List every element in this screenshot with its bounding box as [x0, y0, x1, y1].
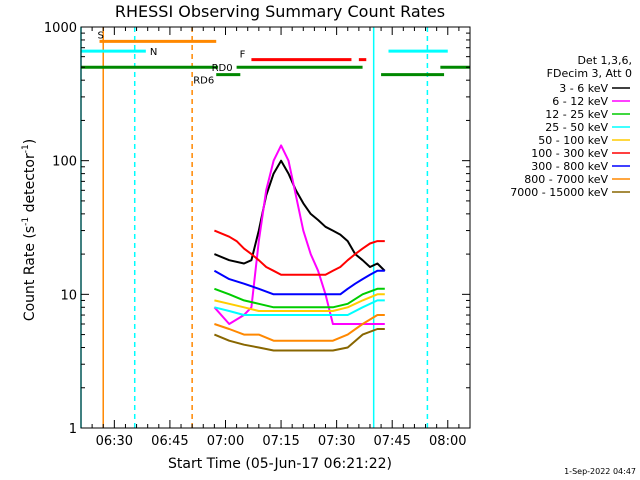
legend-label-1: 6 - 12 keV — [552, 95, 608, 108]
legend-label-3: 25 - 50 keV — [545, 121, 608, 134]
y-tick-label-0: 1 — [69, 422, 77, 437]
series-line-7 — [214, 314, 385, 342]
legend-label-8: 7000 - 15000 keV — [510, 186, 608, 199]
series-layer — [213, 144, 386, 352]
series-line-0 — [214, 159, 386, 272]
state-label-s: S — [98, 30, 104, 41]
legend-header-1: FDecim 3, Att 0 — [547, 67, 632, 80]
y-axis-label-end: ) — [22, 139, 38, 144]
y-axis-label: Count Rate (s-1 detector-1) — [21, 139, 38, 321]
y-tick-label-3: 1000 — [44, 21, 77, 36]
legend-label-7: 800 - 7000 keV — [524, 173, 608, 186]
chart-title: RHESSI Observing Summary Count Rates — [115, 2, 445, 21]
series-line-5 — [214, 229, 385, 276]
x-tick-label-6: 08:00 — [429, 434, 466, 449]
y-tick-label-1: 10 — [60, 288, 77, 303]
series-line-3 — [214, 299, 385, 316]
y-axis-label-sup1: -1 — [21, 217, 31, 226]
series-line-1 — [213, 144, 385, 325]
x-axis-label: Start Time (05-Jun-17 06:21:22) — [168, 456, 392, 472]
series-line-8 — [214, 328, 385, 352]
y-axis-label-mid: detector — [22, 153, 38, 217]
instrument-state-annotations: S N F RD0 RD6 — [80, 27, 470, 428]
legend-label-0: 3 - 6 keV — [559, 82, 608, 95]
footer-timestamp: 1-Sep-2022 04:47 — [564, 467, 636, 476]
plot-frame — [80, 26, 471, 429]
axes-layer: 1 10 100 1000 06:30 06:45 07:00 07:15 07:30 07:45… — [44, 21, 471, 449]
y-tick-label-2: 100 — [52, 155, 77, 170]
x-tick-label-5: 07:45 — [373, 434, 410, 449]
legend-header-0: Det 1,3,6, — [577, 54, 632, 67]
legend-label-2: 12 - 25 keV — [545, 108, 608, 121]
state-label-rd6: RD6 — [193, 76, 214, 87]
legend-label-4: 50 - 100 keV — [538, 134, 608, 147]
state-label-f: F — [240, 50, 246, 61]
state-label-n: N — [150, 47, 157, 58]
x-tick-label-2: 07:00 — [207, 434, 244, 449]
legend-label-6: 300 - 800 keV — [531, 160, 608, 173]
y-axis-label-main: Count Rate (s — [22, 226, 38, 321]
state-label-rd0: RD0 — [212, 63, 233, 74]
x-tick-label-1: 06:45 — [151, 434, 188, 449]
series-line-2 — [214, 287, 385, 309]
x-tick-label-0: 06:30 — [96, 434, 133, 449]
x-tick-label-3: 07:15 — [262, 434, 299, 449]
x-tick-label-4: 07:30 — [318, 434, 355, 449]
y-axis-label-sup2: -1 — [21, 144, 31, 153]
series-line-6 — [213, 269, 385, 296]
series-line-4 — [214, 293, 385, 312]
legend-label-5: 100 - 300 keV — [531, 147, 608, 160]
